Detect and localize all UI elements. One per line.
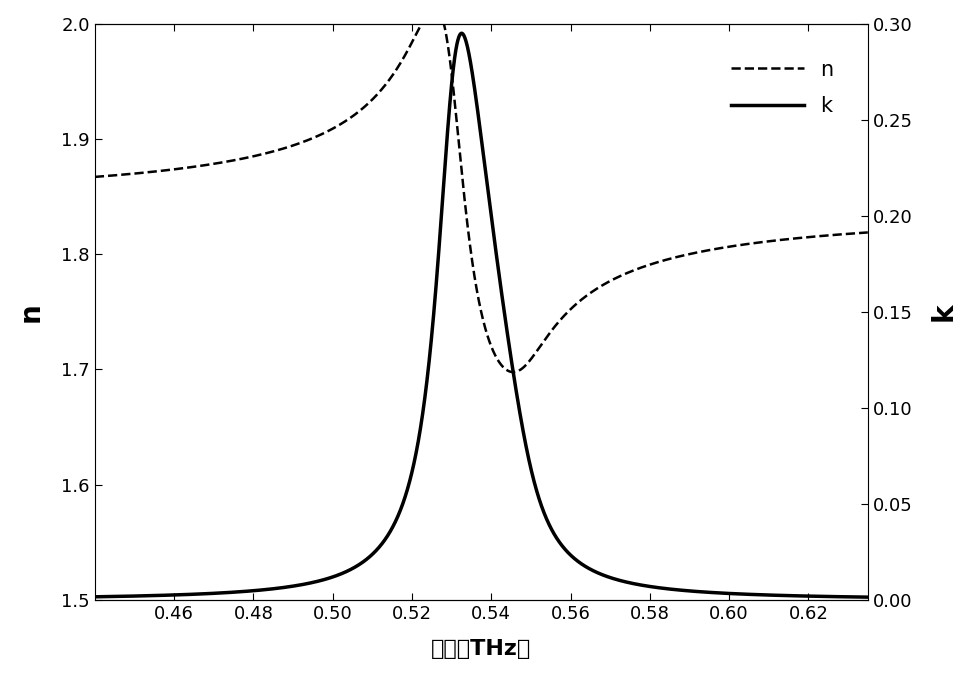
Y-axis label: k: k <box>929 302 957 321</box>
k <box>552 537 564 545</box>
n <box>553 318 565 326</box>
Y-axis label: n: n <box>17 302 45 322</box>
n <box>862 228 874 237</box>
k <box>456 29 468 37</box>
Line: n: n <box>94 7 868 372</box>
n <box>89 173 100 181</box>
n <box>230 156 242 164</box>
k <box>89 593 100 601</box>
k <box>666 585 678 594</box>
n <box>592 284 604 292</box>
n <box>507 368 519 376</box>
k <box>725 589 736 598</box>
n <box>725 243 736 251</box>
n <box>666 254 678 262</box>
k <box>385 527 396 535</box>
X-axis label: 频率（THz）: 频率（THz） <box>431 639 532 659</box>
k <box>230 588 242 596</box>
Legend: n, k: n, k <box>723 51 842 124</box>
Line: k: k <box>94 33 868 597</box>
k <box>592 569 604 577</box>
k <box>862 593 874 601</box>
n <box>385 74 396 82</box>
n <box>429 3 440 11</box>
